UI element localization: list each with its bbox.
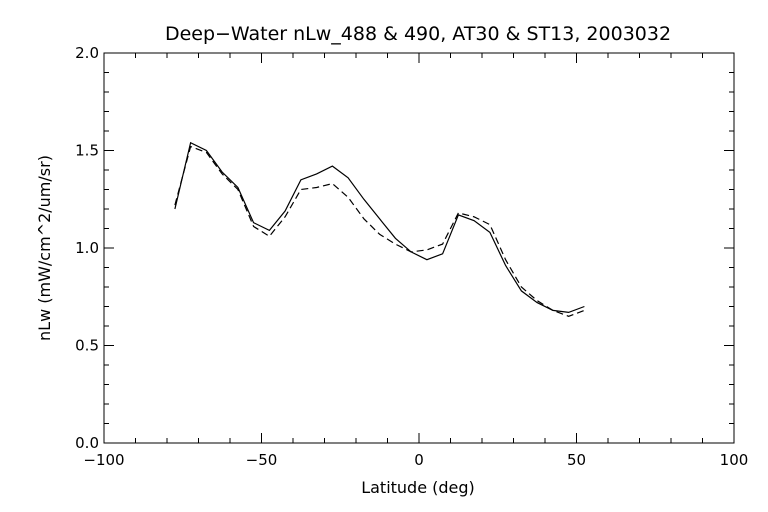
- x-tick-label: 0: [414, 451, 424, 469]
- x-tick-labels: −100 −50 0 50 100: [83, 451, 748, 469]
- y-tick-labels: 0.0 0.5 1.0 1.5 2.0: [75, 44, 99, 452]
- series-lines: [174, 141, 585, 317]
- x-axis-title: Latitude (deg): [361, 478, 475, 497]
- y-tick-label: 0.0: [75, 434, 99, 452]
- y-tick-label: 1.0: [75, 239, 99, 257]
- y-tick-label: 0.5: [75, 337, 99, 355]
- x-tick-label: 50: [567, 451, 586, 469]
- y-tick-label: 1.5: [75, 142, 99, 160]
- x-tick-label: −100: [83, 451, 124, 469]
- plot-frame: [103, 52, 735, 444]
- series-line-solid: [174, 141, 585, 314]
- axis-ticks: [103, 52, 735, 444]
- x-tick-label: 100: [720, 451, 749, 469]
- y-tick-label: 2.0: [75, 44, 99, 62]
- y-axis-title: nLw (mW/cm^2/um/sr): [35, 155, 54, 341]
- x-tick-label: −50: [246, 451, 278, 469]
- chart-title: Deep−Water nLw_488 & 490, AT30 & ST13, 2…: [165, 23, 671, 45]
- series-line-dashed: [174, 145, 585, 317]
